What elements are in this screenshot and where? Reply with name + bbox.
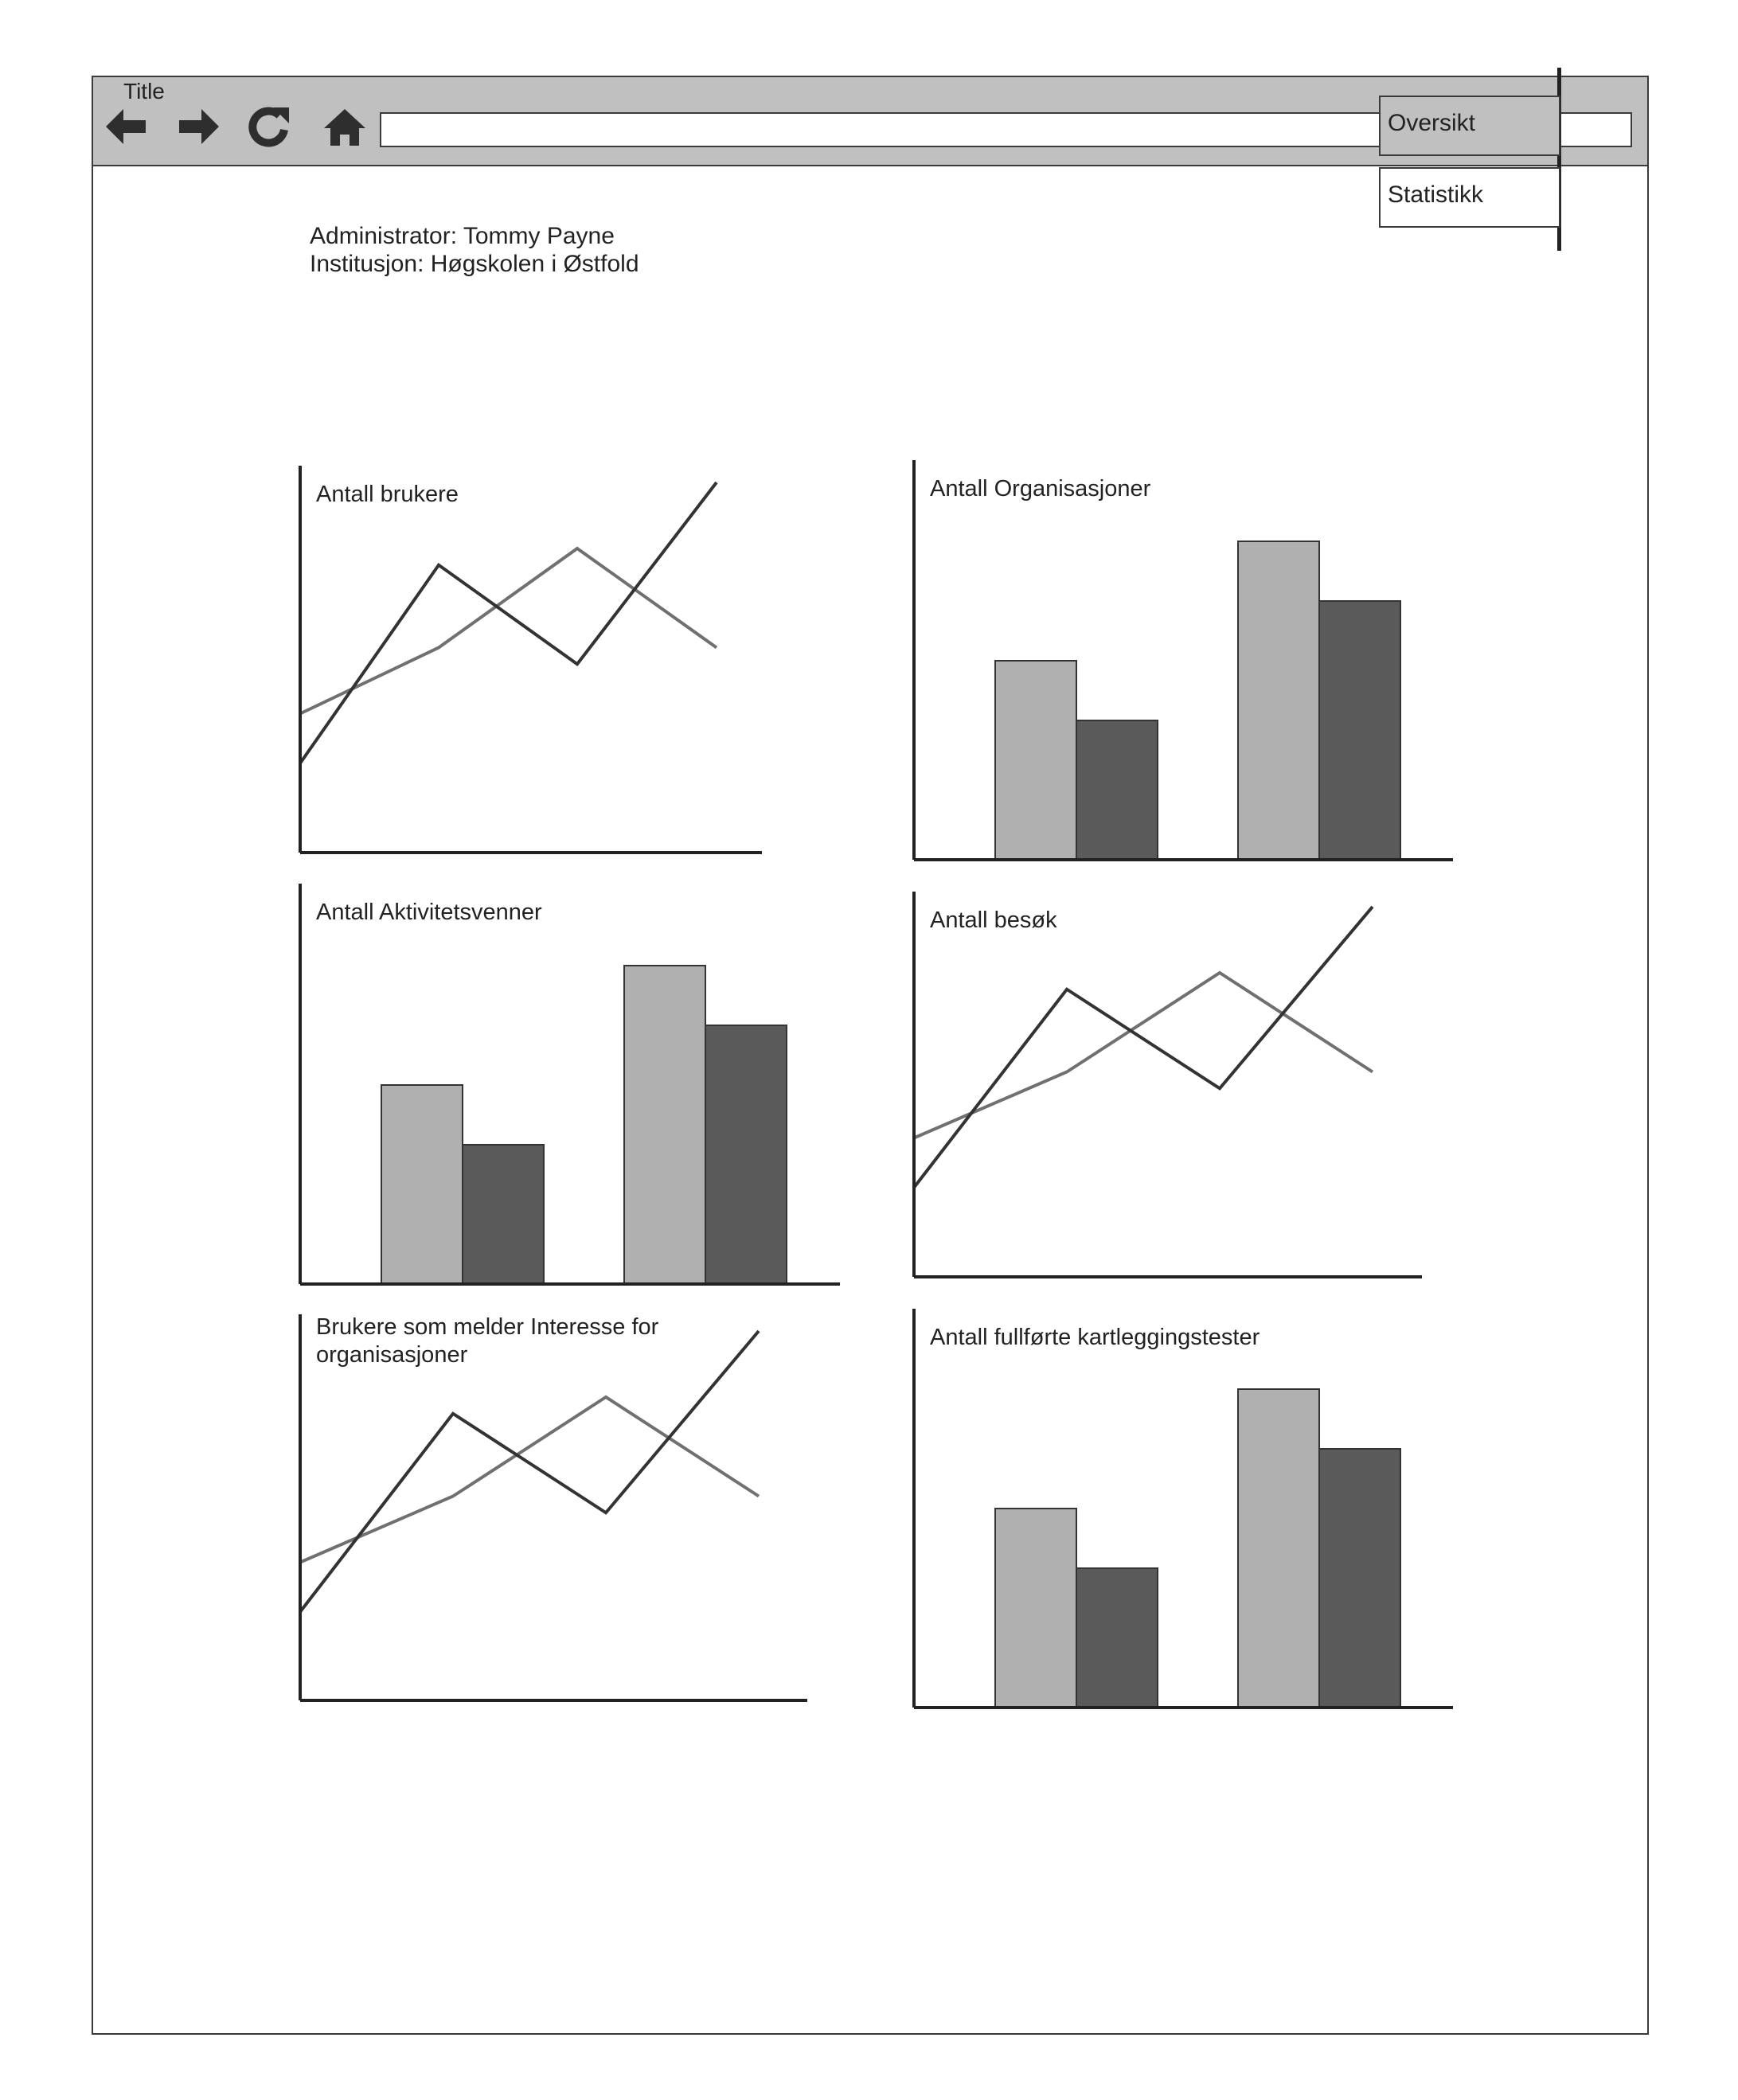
chart-title-line: Brukere som melder Interesse for	[316, 1314, 659, 1340]
chart-title-line: Antall brukere	[316, 482, 459, 507]
bar-light	[1237, 1388, 1320, 1708]
bar-dark	[1318, 600, 1401, 861]
tab-statistikk[interactable]: Statistikk	[1379, 167, 1560, 228]
chart-title: Brukere som melder Interesse for organisa…	[316, 1314, 659, 1368]
series-line-light	[913, 970, 1374, 1140]
chart-title-line: Antall besøk	[930, 908, 1057, 933]
series-line-dark	[299, 1329, 760, 1613]
series-line-dark	[912, 905, 1374, 1189]
window-title: Title	[123, 79, 165, 103]
bar-dark	[1076, 720, 1158, 861]
chart-title-line: organisasjoner	[316, 1342, 468, 1368]
arrow-right-icon[interactable]	[176, 103, 224, 150]
bar-dark	[705, 1025, 787, 1285]
chart-title-line: Antall Organisasjoner	[930, 476, 1151, 502]
reload-icon[interactable]	[244, 103, 292, 150]
bar-dark	[462, 1144, 545, 1285]
admin-info: Administrator: Tommy Payne Institusjon: …	[310, 222, 639, 278]
home-icon[interactable]	[321, 103, 369, 150]
series-line-dark	[299, 481, 718, 764]
bar-dark	[1076, 1567, 1158, 1708]
browser-window: Title Administrator: Tommy Payne Institu…	[92, 76, 1649, 2035]
chart-title-line: Antall fullførte kartleggingstester	[930, 1325, 1260, 1350]
chart-title: Antall besøk	[930, 908, 1057, 933]
arrow-left-icon[interactable]	[101, 103, 149, 150]
series-line-light	[299, 1395, 760, 1564]
bar-dark	[1318, 1448, 1401, 1708]
bar-light	[623, 965, 706, 1285]
bar-light	[994, 660, 1077, 861]
institution-label: Institusjon: Høgskolen i Østfold	[310, 251, 639, 277]
chart-title: Antall Organisasjoner	[930, 476, 1151, 502]
tab-rail	[1557, 68, 1561, 251]
chart-title-line: Antall Aktivitetsvenner	[316, 900, 542, 925]
bar-light	[994, 1508, 1077, 1708]
bar-light	[381, 1084, 463, 1285]
series-line-light	[299, 546, 718, 716]
chart-title: Antall fullførte kartleggingstester	[930, 1325, 1260, 1350]
tab-oversikt[interactable]: Oversikt	[1379, 96, 1560, 156]
bar-light	[1237, 541, 1320, 861]
chart-title: Antall Aktivitetsvenner	[316, 900, 542, 925]
chart-title: Antall brukere	[316, 482, 459, 507]
administrator-label: Administrator: Tommy Payne	[310, 223, 615, 249]
